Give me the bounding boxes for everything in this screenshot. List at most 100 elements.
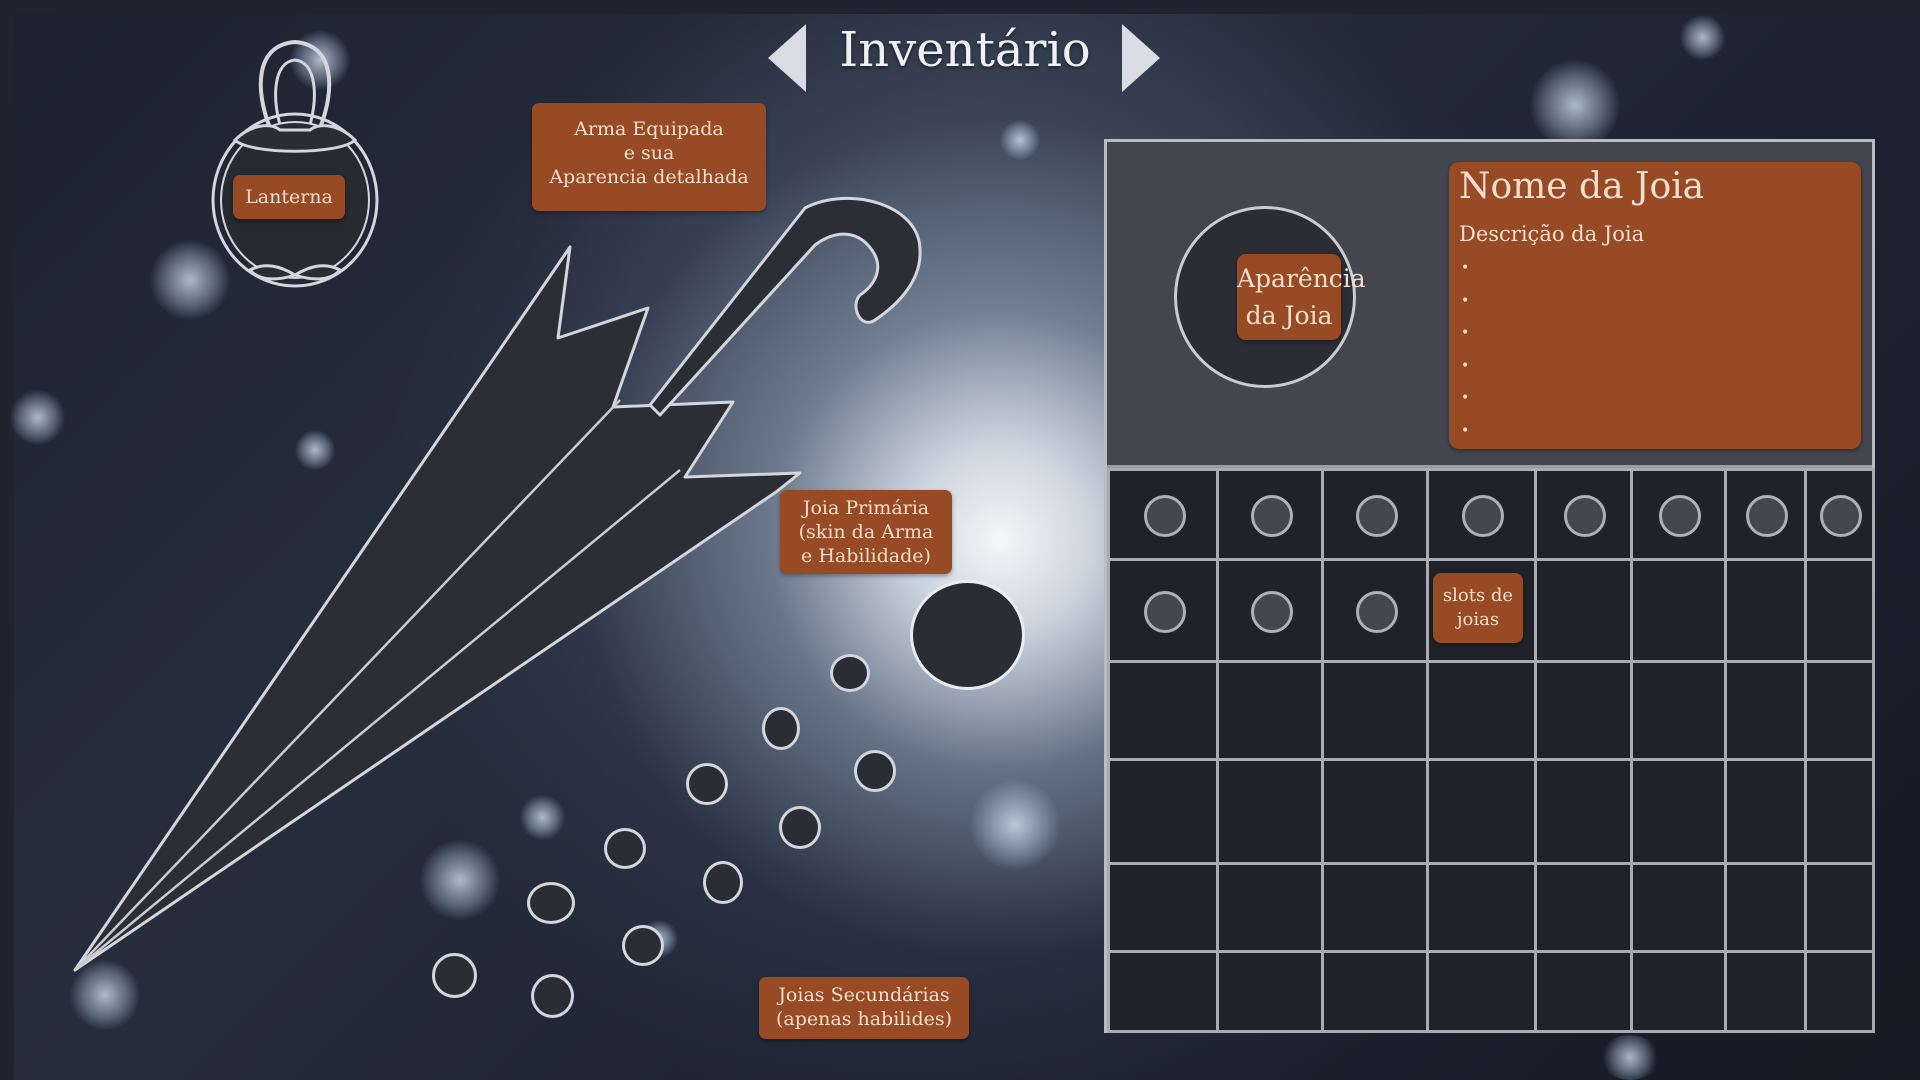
jewel-slot-cell[interactable]: [1804, 862, 1875, 953]
secondary-jewel-slot[interactable]: [622, 925, 664, 966]
weapon-label-line: Arma Equipada: [574, 118, 724, 140]
jewel-slot-cell[interactable]: [1216, 660, 1324, 761]
primary-jewel-label: Joia Primária (skin da Arma e Habilidade…: [780, 490, 952, 574]
jewel-slot-item[interactable]: [1355, 495, 1398, 537]
jewel-slot-cell[interactable]: [1426, 758, 1537, 865]
secondary-jewels-label: Joias Secundárias (apenas habilides): [759, 977, 969, 1039]
jewel-slot-cell[interactable]: [1630, 660, 1727, 761]
jewel-slot-cell[interactable]: [1804, 660, 1875, 761]
jewel-description: Descrição da Joia: [1459, 222, 1645, 246]
jewel-slot-item[interactable]: [1250, 495, 1293, 537]
jewel-slot-cell[interactable]: [1534, 950, 1633, 1033]
weapon-label: Arma Equipada e sua Aparencia detalhada: [532, 103, 766, 211]
jewel-appearance-label: Aparência da Joia: [1237, 254, 1366, 340]
secondary-jewel-slot[interactable]: [531, 974, 574, 1018]
jewel-slot-cell[interactable]: [1630, 468, 1727, 561]
jewel-slot-cell[interactable]: [1107, 660, 1219, 761]
jewel-slot-cell[interactable]: [1804, 950, 1875, 1033]
jewel-slot-cell[interactable]: [1804, 758, 1875, 865]
jewel-slot-item[interactable]: [1659, 495, 1701, 537]
primary-jewel-slot[interactable]: [910, 580, 1025, 690]
jewel-slot-cell[interactable]: [1321, 660, 1429, 761]
jewel-slot-item[interactable]: [1143, 495, 1186, 537]
jewel-slot-cell[interactable]: [1534, 468, 1633, 561]
arrow-left-icon[interactable]: [768, 24, 806, 92]
jewel-name: Nome da Joia: [1459, 166, 1705, 207]
jewel-slot-cell[interactable]: [1426, 950, 1537, 1033]
jewel-slot-cell[interactable]: [1107, 558, 1219, 663]
umbrella-weapon-icon[interactable]: [60, 190, 940, 990]
jewel-slot-cell[interactable]: [1804, 468, 1875, 561]
jewel-slot-cell[interactable]: [1321, 758, 1429, 865]
secondary-jewel-slot[interactable]: [686, 763, 728, 805]
jewel-slot-cell[interactable]: [1724, 758, 1807, 865]
jewel-slot-cell[interactable]: [1534, 758, 1633, 865]
secondary-jewel-slot[interactable]: [703, 861, 743, 904]
weapon-label-line: Aparencia detalhada: [549, 166, 749, 188]
arrow-right-icon[interactable]: [1122, 24, 1160, 92]
bokeh-light: [295, 430, 335, 470]
jewel-slot-cell[interactable]: [1321, 558, 1429, 663]
jewel-slot-cell[interactable]: [1216, 950, 1324, 1033]
lantern-label: Lanterna: [233, 175, 345, 219]
primary-jewel-label-line: (skin da Arma: [798, 521, 934, 543]
bokeh-light: [1600, 1035, 1660, 1080]
page-title: Inventário: [839, 22, 1091, 78]
jewel-slot-cell[interactable]: [1724, 862, 1807, 953]
jewel-slot-cell[interactable]: [1630, 862, 1727, 953]
secondary-jewel-slot[interactable]: [830, 654, 870, 692]
jewel-slot-cell[interactable]: [1534, 660, 1633, 761]
frame-border-top: [0, 0, 1920, 14]
jewel-slot-cell[interactable]: [1724, 660, 1807, 761]
bokeh-light: [420, 840, 500, 920]
jewel-slot-cell[interactable]: [1426, 468, 1537, 561]
jewel-slot-cell[interactable]: [1426, 862, 1537, 953]
jewel-slot-item[interactable]: [1250, 591, 1293, 633]
bokeh-light: [520, 795, 565, 840]
jewel-slot-cell[interactable]: [1534, 862, 1633, 953]
jewel-slot-cell[interactable]: [1216, 758, 1324, 865]
jewel-slot-cell[interactable]: [1216, 862, 1324, 953]
jewel-bullet: •: [1461, 357, 1470, 374]
jewel-slot-cell[interactable]: [1107, 468, 1219, 561]
secondary-jewels-label-line: (apenas habilides): [775, 1008, 953, 1030]
jewel-slot-item[interactable]: [1746, 495, 1788, 537]
secondary-jewel-slot[interactable]: [432, 953, 477, 998]
jewel-slot-cell[interactable]: [1216, 468, 1324, 561]
jewel-slot-item[interactable]: [1143, 591, 1186, 633]
jewel-slot-cell[interactable]: [1426, 660, 1537, 761]
secondary-jewel-slot[interactable]: [779, 806, 821, 849]
jewel-slot-cell[interactable]: [1107, 862, 1219, 953]
jewel-slot-cell[interactable]: [1724, 950, 1807, 1033]
jewel-slot-cell[interactable]: [1216, 558, 1324, 663]
slots-label-line: joias: [1456, 609, 1500, 630]
jewel-slot-cell[interactable]: [1630, 558, 1727, 663]
jewel-slot-cell[interactable]: [1804, 558, 1875, 663]
jewel-slot-cell[interactable]: slots de joias: [1426, 558, 1537, 663]
jewel-slot-item[interactable]: [1820, 495, 1862, 537]
jewel-slot-cell[interactable]: [1321, 862, 1429, 953]
secondary-jewel-slot[interactable]: [854, 750, 896, 792]
jewel-slot-cell[interactable]: [1321, 950, 1429, 1033]
jewel-slot-cell[interactable]: [1724, 468, 1807, 561]
jewel-slot-cell[interactable]: [1107, 950, 1219, 1033]
bokeh-light: [70, 960, 140, 1030]
jewel-slot-item[interactable]: [1355, 591, 1398, 633]
jewel-preview: Aparência da Joia: [1174, 206, 1366, 388]
jewel-bullet-list: • • • • • •: [1459, 252, 1851, 448]
secondary-jewel-slot[interactable]: [527, 882, 575, 924]
jewel-slot-item[interactable]: [1564, 495, 1606, 537]
secondary-jewel-slot[interactable]: [604, 828, 646, 869]
bokeh-light: [1000, 120, 1040, 160]
secondary-jewel-slot[interactable]: [762, 707, 800, 750]
lantern-label-text: Lanterna: [245, 186, 333, 208]
jewel-slot-cell[interactable]: [1630, 950, 1727, 1033]
jewel-slot-cell[interactable]: [1321, 468, 1429, 561]
jewel-slot-cell[interactable]: [1107, 758, 1219, 865]
jewel-slot-cell[interactable]: [1724, 558, 1807, 663]
jewel-slot-cell[interactable]: [1630, 758, 1727, 865]
jewel-bullet: •: [1461, 260, 1470, 276]
jewel-slot-item[interactable]: [1462, 495, 1504, 537]
jewel-slot-cell[interactable]: [1534, 558, 1633, 663]
